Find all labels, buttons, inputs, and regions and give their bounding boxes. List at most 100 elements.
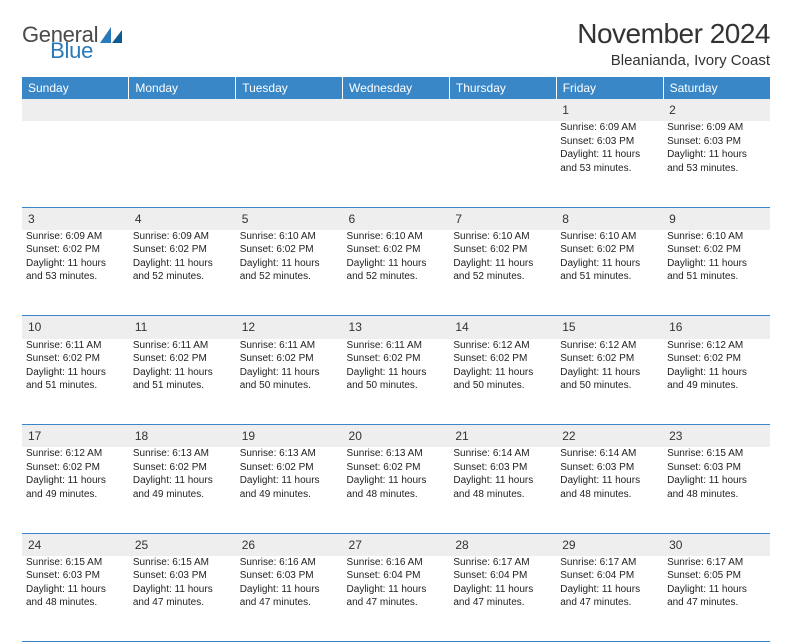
weekday-header: Wednesday (343, 77, 450, 99)
daylight-text: and 51 minutes. (26, 379, 125, 393)
daylight-text: Daylight: 11 hours (26, 366, 125, 380)
sunset-text: Sunset: 6:05 PM (667, 569, 766, 583)
sunrise-text: Sunrise: 6:17 AM (667, 556, 766, 570)
sunset-text: Sunset: 6:03 PM (26, 569, 125, 583)
day-number-cell: 9 (663, 207, 770, 230)
daylight-text: and 50 minutes. (240, 379, 339, 393)
daylight-text: Daylight: 11 hours (240, 366, 339, 380)
daylight-text: Daylight: 11 hours (240, 257, 339, 271)
daylight-text: and 51 minutes. (560, 270, 659, 284)
day-number-cell: 8 (556, 207, 663, 230)
sunrise-text: Sunrise: 6:12 AM (453, 339, 552, 353)
daylight-text: Daylight: 11 hours (453, 583, 552, 597)
daylight-text: Daylight: 11 hours (347, 366, 446, 380)
sunset-text: Sunset: 6:02 PM (347, 243, 446, 257)
day-cell: Sunrise: 6:12 AMSunset: 6:02 PMDaylight:… (556, 339, 663, 425)
sunrise-text: Sunrise: 6:16 AM (347, 556, 446, 570)
daylight-text: Daylight: 11 hours (560, 148, 659, 162)
daylight-text: Daylight: 11 hours (453, 474, 552, 488)
sunrise-text: Sunrise: 6:13 AM (347, 447, 446, 461)
daylight-text: and 52 minutes. (347, 270, 446, 284)
day-cell: Sunrise: 6:15 AMSunset: 6:03 PMDaylight:… (663, 447, 770, 533)
daylight-text: Daylight: 11 hours (26, 474, 125, 488)
daylight-text: and 48 minutes. (560, 488, 659, 502)
daylight-text: and 52 minutes. (240, 270, 339, 284)
sunrise-text: Sunrise: 6:17 AM (560, 556, 659, 570)
day-cell: Sunrise: 6:17 AMSunset: 6:04 PMDaylight:… (449, 556, 556, 642)
day-number-cell (449, 99, 556, 121)
sunset-text: Sunset: 6:02 PM (560, 352, 659, 366)
day-number-cell: 3 (22, 207, 129, 230)
day-cell: Sunrise: 6:10 AMSunset: 6:02 PMDaylight:… (449, 230, 556, 316)
daylight-text: Daylight: 11 hours (347, 474, 446, 488)
day-number-cell: 23 (663, 425, 770, 448)
day-number-cell: 1 (556, 99, 663, 121)
daylight-text: and 47 minutes. (453, 596, 552, 610)
day-cell: Sunrise: 6:09 AMSunset: 6:02 PMDaylight:… (22, 230, 129, 316)
sunset-text: Sunset: 6:02 PM (453, 352, 552, 366)
sunrise-text: Sunrise: 6:15 AM (26, 556, 125, 570)
daylight-text: Daylight: 11 hours (347, 257, 446, 271)
daylight-text: Daylight: 11 hours (240, 583, 339, 597)
day-number-cell: 13 (343, 316, 450, 339)
day-cell: Sunrise: 6:14 AMSunset: 6:03 PMDaylight:… (556, 447, 663, 533)
day-cell: Sunrise: 6:09 AMSunset: 6:02 PMDaylight:… (129, 230, 236, 316)
day-cell: Sunrise: 6:17 AMSunset: 6:04 PMDaylight:… (556, 556, 663, 642)
weekday-header: Sunday (22, 77, 129, 99)
daylight-text: and 47 minutes. (133, 596, 232, 610)
day-number-cell: 27 (343, 533, 450, 556)
daylight-text: Daylight: 11 hours (240, 474, 339, 488)
sunset-text: Sunset: 6:02 PM (240, 352, 339, 366)
sunrise-text: Sunrise: 6:12 AM (560, 339, 659, 353)
day-number-cell: 24 (22, 533, 129, 556)
month-title: November 2024 (577, 18, 770, 50)
daylight-text: and 47 minutes. (560, 596, 659, 610)
sunset-text: Sunset: 6:03 PM (560, 461, 659, 475)
sunrise-text: Sunrise: 6:16 AM (240, 556, 339, 570)
sunrise-text: Sunrise: 6:11 AM (26, 339, 125, 353)
daylight-text: Daylight: 11 hours (560, 474, 659, 488)
sunset-text: Sunset: 6:04 PM (453, 569, 552, 583)
day-cell: Sunrise: 6:09 AMSunset: 6:03 PMDaylight:… (556, 121, 663, 207)
title-block: November 2024 Bleanianda, Ivory Coast (577, 18, 770, 69)
daylight-text: and 48 minutes. (347, 488, 446, 502)
daylight-text: and 48 minutes. (26, 596, 125, 610)
daylight-text: Daylight: 11 hours (133, 583, 232, 597)
daylight-text: and 47 minutes. (347, 596, 446, 610)
daylight-text: Daylight: 11 hours (453, 257, 552, 271)
weekday-header: Tuesday (236, 77, 343, 99)
day-number-cell (343, 99, 450, 121)
daylight-text: Daylight: 11 hours (667, 366, 766, 380)
day-number-cell: 10 (22, 316, 129, 339)
sunset-text: Sunset: 6:02 PM (347, 352, 446, 366)
calendar-page: General Blue November 2024 Bleanianda, I… (0, 0, 792, 642)
sunrise-text: Sunrise: 6:14 AM (560, 447, 659, 461)
brand-logo: General Blue (22, 18, 165, 48)
day-cell: Sunrise: 6:13 AMSunset: 6:02 PMDaylight:… (236, 447, 343, 533)
sunrise-text: Sunrise: 6:12 AM (26, 447, 125, 461)
daylight-text: Daylight: 11 hours (560, 257, 659, 271)
daylight-text: and 49 minutes. (667, 379, 766, 393)
sunrise-text: Sunrise: 6:10 AM (667, 230, 766, 244)
weekday-header: Friday (556, 77, 663, 99)
daylight-text: and 48 minutes. (453, 488, 552, 502)
day-cell (22, 121, 129, 207)
sunrise-text: Sunrise: 6:15 AM (133, 556, 232, 570)
day-cell: Sunrise: 6:13 AMSunset: 6:02 PMDaylight:… (343, 447, 450, 533)
daylight-text: Daylight: 11 hours (667, 474, 766, 488)
sunset-text: Sunset: 6:02 PM (667, 352, 766, 366)
sunrise-text: Sunrise: 6:14 AM (453, 447, 552, 461)
sunset-text: Sunset: 6:02 PM (26, 461, 125, 475)
sunset-text: Sunset: 6:02 PM (347, 461, 446, 475)
day-number-cell: 16 (663, 316, 770, 339)
sunset-text: Sunset: 6:03 PM (133, 569, 232, 583)
sunset-text: Sunset: 6:02 PM (453, 243, 552, 257)
day-cell: Sunrise: 6:11 AMSunset: 6:02 PMDaylight:… (236, 339, 343, 425)
header: General Blue November 2024 Bleanianda, I… (22, 18, 770, 69)
daylight-text: and 51 minutes. (133, 379, 232, 393)
day-number-cell: 20 (343, 425, 450, 448)
day-cell (449, 121, 556, 207)
day-cell: Sunrise: 6:10 AMSunset: 6:02 PMDaylight:… (556, 230, 663, 316)
day-number-cell: 26 (236, 533, 343, 556)
day-cell: Sunrise: 6:12 AMSunset: 6:02 PMDaylight:… (663, 339, 770, 425)
